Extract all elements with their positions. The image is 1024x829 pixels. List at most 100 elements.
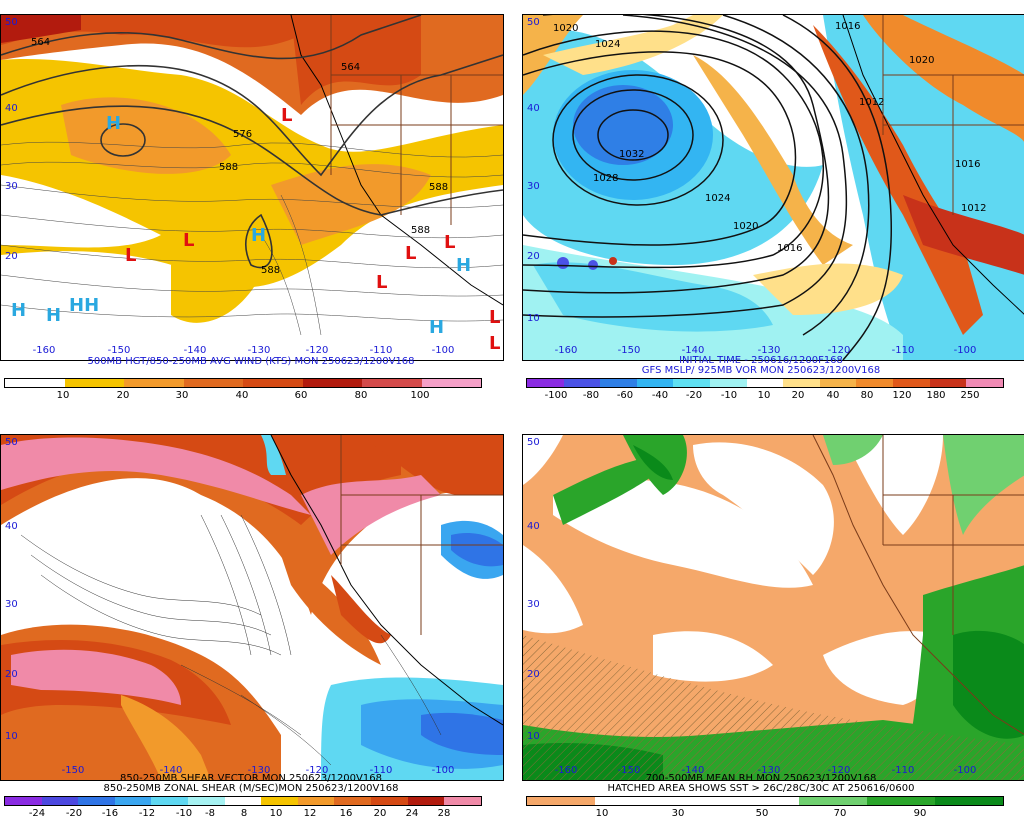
- lat-label: 20: [5, 669, 18, 680]
- colorbar-label: -100: [544, 390, 568, 401]
- contour-label: 1020: [909, 55, 934, 66]
- lon-label: -100: [953, 765, 977, 776]
- panel-caption: HATCHED AREA SHOWS SST > 26C/28C/30C AT …: [607, 783, 915, 794]
- high-pressure-icon: H: [106, 113, 122, 134]
- colorbar-swatch: [371, 797, 408, 805]
- low-pressure-icon: L: [125, 245, 137, 266]
- lon-label: -150: [617, 765, 641, 776]
- colorbar-label: -10: [175, 808, 193, 819]
- colorbar: [526, 796, 1004, 806]
- colorbar-swatch: [673, 379, 711, 387]
- colorbar: [526, 378, 1004, 388]
- contour-label: 1016: [835, 21, 860, 32]
- colorbar-label: 20: [373, 808, 387, 819]
- colorbar-label: 60: [294, 390, 308, 401]
- colorbar-swatch: [302, 379, 362, 387]
- colorbar-label: 50: [755, 808, 769, 819]
- colorbar-swatch: [243, 379, 303, 387]
- lon-label: -140: [681, 345, 705, 356]
- lon-label: -150: [617, 345, 641, 356]
- panel-caption: 850-250MB ZONAL SHEAR (M/SEC)MON 250623/…: [103, 783, 399, 794]
- low-pressure-icon: L: [183, 230, 195, 251]
- colorbar-swatch: [893, 379, 930, 387]
- colorbar-swatch: [5, 379, 65, 387]
- panel-caption: INITIAL TIME - 250616/1200F168: [679, 355, 843, 366]
- panel-caption: GFS MSLP/ 925MB VOR MON 250623/1200V168: [641, 365, 881, 376]
- colorbar-label: 20: [116, 390, 130, 401]
- lat-label: 50: [5, 437, 18, 448]
- contour-label: 1024: [705, 193, 730, 204]
- lon-label: -140: [183, 345, 207, 356]
- colorbar-swatch: [867, 797, 935, 805]
- lat-label: 20: [5, 251, 18, 262]
- colorbar-swatch: [731, 797, 799, 805]
- colorbar-label: -10: [720, 390, 738, 401]
- colorbar-label: -60: [616, 390, 634, 401]
- colorbar-label: 90: [913, 808, 927, 819]
- lon-label: -100: [431, 765, 455, 776]
- colorbar-swatch: [334, 797, 372, 805]
- lat-label: 50: [527, 437, 540, 448]
- map-zonal-shear: 50 40 30 20 10 -150 -140 -130 -120 -110 …: [0, 434, 504, 781]
- contour-label: 1016: [955, 159, 980, 170]
- colorbar-swatch: [746, 379, 784, 387]
- colorbar-label: 100: [410, 390, 430, 401]
- low-pressure-icon: L: [405, 243, 417, 264]
- lat-label: 10: [5, 731, 18, 742]
- lon-label: -110: [891, 765, 915, 776]
- colorbar-swatch: [527, 379, 564, 387]
- colorbar-label: -24: [28, 808, 46, 819]
- colorbar-swatch: [5, 797, 42, 805]
- colorbar-label: 20: [791, 390, 805, 401]
- shear-shading-svg: [1, 435, 503, 780]
- colorbar-swatch: [41, 797, 79, 805]
- low-pressure-icon: L: [444, 232, 456, 253]
- lon-label: -110: [891, 345, 915, 356]
- lat-label: 30: [527, 181, 540, 192]
- wind-shading-svg: 564 576 588 588 564 588 588: [1, 15, 503, 360]
- map-mean-rh: 50 40 30 20 10 -160 -150 -140 -130 -120 …: [522, 434, 1024, 781]
- colorbar-swatch: [600, 379, 637, 387]
- panel-zonal-shear: 50 40 30 20 10 -150 -140 -130 -120 -110 …: [0, 420, 512, 829]
- colorbar-swatch: [595, 797, 663, 805]
- colorbar-swatch: [407, 797, 445, 805]
- contour-label: 576: [233, 129, 252, 140]
- contour-label: 1020: [733, 221, 758, 232]
- colorbar-swatch: [444, 797, 481, 805]
- contour-label: 1012: [859, 97, 884, 108]
- lon-label: -110: [369, 345, 393, 356]
- colorbar-swatch: [261, 797, 298, 805]
- vorticity-shading-svg: 1020 1024 1032 1028 1024 1020 1016 1016 …: [523, 15, 1024, 360]
- colorbar-swatch: [856, 379, 894, 387]
- colorbar-label: 10: [595, 808, 609, 819]
- lon-label: -130: [757, 345, 781, 356]
- colorbar-swatch: [799, 797, 867, 805]
- lat-label: 10: [527, 313, 540, 324]
- colorbar-label: -80: [582, 390, 600, 401]
- colorbar-swatch: [966, 379, 1003, 387]
- colorbar-label: -20: [65, 808, 83, 819]
- panel-caption: 500MB HGT/850-250MB AVG WIND (KTS) MON 2…: [87, 356, 415, 367]
- colorbar-label: -16: [101, 808, 119, 819]
- colorbar-swatch: [151, 797, 189, 805]
- lat-label: 40: [5, 103, 18, 114]
- colorbar-label: -8: [205, 808, 215, 819]
- colorbar-label: 10: [269, 808, 283, 819]
- colorbar-swatch: [783, 379, 820, 387]
- contour-label: 1024: [595, 39, 620, 50]
- lat-label: 30: [5, 181, 18, 192]
- colorbar: [4, 796, 482, 806]
- lat-label: 10: [527, 731, 540, 742]
- panel-500mb-height-wind: 564 576 588 588 564 588 588 H H H H HH H…: [0, 0, 512, 409]
- colorbar-label: 180: [926, 390, 946, 401]
- low-pressure-icon: L: [489, 307, 501, 328]
- lon-label: -120: [827, 765, 851, 776]
- contour-label: 1020: [553, 23, 578, 34]
- lon-label: -130: [757, 765, 781, 776]
- high-pressure-icon: H: [456, 255, 472, 276]
- lat-label: 20: [527, 669, 540, 680]
- rh-shading-svg: [523, 435, 1024, 780]
- lon-label: -150: [61, 765, 85, 776]
- colorbar-label: 8: [240, 808, 248, 819]
- colorbar-label: 10: [56, 390, 70, 401]
